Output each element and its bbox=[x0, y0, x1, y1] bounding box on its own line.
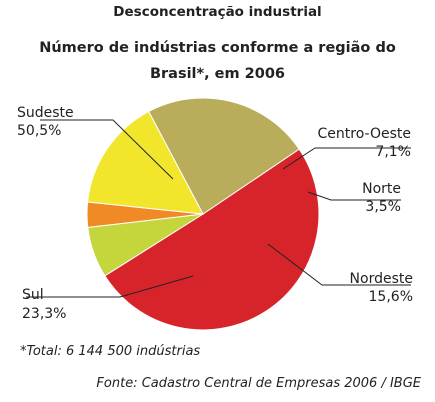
slice-value-sul: 23,3% bbox=[22, 306, 66, 322]
slice-value-norte: 3,5% bbox=[365, 199, 401, 215]
leader-line-sul bbox=[26, 275, 194, 298]
pie-slice-sudeste bbox=[104, 148, 320, 331]
pie-slice-sul bbox=[148, 97, 300, 215]
leader-line-centro-oeste bbox=[282, 147, 411, 170]
slice-name-sudeste: Sudeste bbox=[17, 105, 74, 121]
slice-value-sudeste: 50,5% bbox=[17, 123, 61, 139]
slice-name-nordeste: Nordeste bbox=[350, 271, 413, 287]
slice-value-nordeste: 15,6% bbox=[369, 289, 413, 305]
slice-name-centro-oeste: Centro-Oeste bbox=[318, 126, 412, 142]
slice-name-norte: Norte bbox=[362, 181, 401, 197]
leader-line-sudeste bbox=[40, 119, 174, 180]
footnote: *Total: 6 144 500 indústrias bbox=[20, 344, 201, 359]
chart-title-line-1: Número de indústrias conforme a região d… bbox=[39, 40, 396, 56]
leader-line-norte bbox=[307, 191, 401, 201]
source-note: Fonte: Cadastro Central de Empresas 2006… bbox=[96, 376, 421, 391]
slice-value-centro-oeste: 7,1% bbox=[375, 144, 411, 160]
slice-name-sul: Sul bbox=[22, 287, 44, 303]
chart-title-line-2: Brasil*, em 2006 bbox=[149, 66, 286, 82]
super-title: Desconcentração industrial bbox=[113, 4, 322, 20]
leader-line-nordeste bbox=[267, 243, 411, 286]
pie-slice-nordeste bbox=[87, 110, 204, 215]
